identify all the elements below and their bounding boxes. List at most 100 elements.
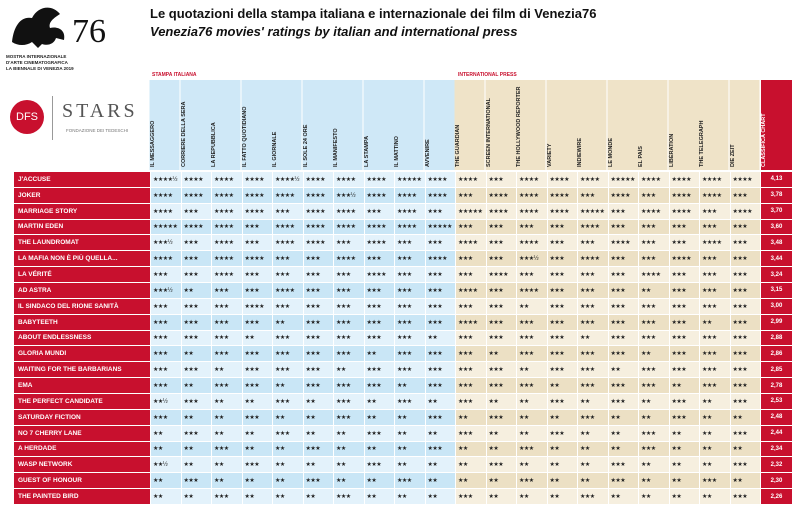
rating: ★★★★ — [424, 251, 455, 268]
film-title: JOKER — [14, 187, 150, 204]
rating: ★★★ — [607, 203, 638, 220]
rating: ★★★ — [546, 283, 577, 299]
score: 3,60 — [761, 219, 792, 236]
rating: ★★★★ — [455, 235, 486, 252]
rating: ★★★ — [455, 489, 486, 505]
rating: ★★★★ — [516, 187, 547, 204]
rating: ★★★★ — [241, 187, 272, 204]
rating: ★★ — [363, 409, 394, 426]
rating: ★★★★ — [150, 251, 181, 268]
rating: ★★★ — [394, 394, 425, 410]
rating: ★★★★ — [211, 203, 242, 220]
rating: ★★★★ — [607, 187, 638, 204]
rating: ★★★ — [241, 378, 272, 394]
rating: ★★ — [363, 441, 394, 458]
rating: ★★★ — [668, 298, 699, 315]
rating: ★★ — [272, 314, 303, 331]
rating: ★★★ — [302, 473, 333, 490]
rating: ★★ — [546, 441, 577, 458]
stars-logo: STARS — [62, 100, 138, 122]
rating: ★★★ — [180, 473, 211, 490]
film-title: WAITING FOR THE BARBARIANS — [14, 362, 150, 379]
rating: ★★ — [180, 346, 211, 363]
rating: ★★★ — [699, 298, 730, 315]
rating: ★★★★ — [546, 172, 577, 188]
rating: ★★ — [272, 409, 303, 426]
rating: ★★ — [485, 394, 516, 410]
rating: ★★ — [668, 473, 699, 490]
rating: ★★★ — [577, 235, 608, 252]
rating: ★★★★ — [333, 219, 364, 236]
rating: ★★★★ — [211, 267, 242, 283]
score: 2,30 — [761, 473, 792, 490]
rating: ★★★ — [424, 378, 455, 394]
rating: ★★★ — [668, 267, 699, 283]
rating: ★★★★ — [577, 172, 608, 188]
rating: ★★★ — [211, 283, 242, 299]
rating: ★★ — [699, 409, 730, 426]
rating: ★★★ — [638, 362, 669, 379]
rating: ★★★★★ — [607, 172, 638, 188]
rating: ★★★★ — [729, 172, 760, 188]
rating: ★★ — [668, 425, 699, 442]
rating: ★★★★ — [272, 283, 303, 299]
rating: ★★★★ — [211, 251, 242, 268]
rating: ★★★ — [668, 346, 699, 363]
rating: ★★★ — [638, 235, 669, 252]
rating: ★★★ — [729, 425, 760, 442]
rating: ★★ — [302, 409, 333, 426]
rating: ★★ — [577, 394, 608, 410]
rating: ★★ — [699, 457, 730, 474]
rating: ★★★★ — [516, 283, 547, 299]
logo-line: LA BIENNALE DI VENEZIA 2019 — [6, 66, 74, 71]
rating: ★★★ — [638, 298, 669, 315]
rating: ★★★ — [577, 489, 608, 505]
rating: ★★★ — [333, 283, 364, 299]
rating: ★★ — [241, 425, 272, 442]
rating: ★★★★ — [180, 172, 211, 188]
rating: ★★ — [180, 409, 211, 426]
rating: ★★ — [729, 441, 760, 458]
score: 2,88 — [761, 330, 792, 347]
rating: ★★★ — [546, 394, 577, 410]
rating: ★★ — [516, 489, 547, 505]
sponsor-logo: DFS — [10, 100, 44, 134]
rating: ★★★★ — [485, 187, 516, 204]
rating: ★★★ — [211, 330, 242, 347]
rating: ★★ — [546, 457, 577, 474]
rating: ★★ — [150, 441, 181, 458]
rating: ★★★ — [241, 346, 272, 363]
lion-logo: 76 — [12, 7, 106, 50]
rating: ★★★★ — [577, 251, 608, 268]
film-title: LA MAFIA NON È PIÙ QUELLA... — [14, 251, 150, 268]
rating: ★★ — [394, 409, 425, 426]
rating: ★★★ — [638, 330, 669, 347]
rating: ★★★ — [302, 298, 333, 315]
rating: ★★★ — [668, 219, 699, 236]
rating: ★★★★ — [638, 172, 669, 188]
rating: ★★★ — [485, 251, 516, 268]
rating: ★★★★ — [424, 172, 455, 188]
rating: ★★★★ — [211, 172, 242, 188]
rating: ★★ — [607, 425, 638, 442]
rating: ★★ — [455, 409, 486, 426]
rating: ★★★ — [180, 425, 211, 442]
rating: ★★★★ — [180, 187, 211, 204]
rating: ★★★ — [363, 378, 394, 394]
rating: ★★ — [699, 489, 730, 505]
rating: ★★★★ — [699, 187, 730, 204]
rating: ★★★★½ — [150, 172, 181, 188]
rating: ★★★ — [607, 330, 638, 347]
rating: ★★★★ — [241, 203, 272, 220]
rating: ★★★ — [577, 298, 608, 315]
rating: ★★★ — [638, 314, 669, 331]
rating: ★★★ — [363, 203, 394, 220]
rating: ★★★ — [241, 219, 272, 236]
rating: ★★★★ — [394, 219, 425, 236]
rating: ★★★ — [394, 267, 425, 283]
rating: ★★★★ — [668, 203, 699, 220]
rating: ★★★ — [546, 219, 577, 236]
score: 2,26 — [761, 489, 792, 505]
rating: ★★★ — [485, 457, 516, 474]
rating: ★★★★★ — [577, 203, 608, 220]
